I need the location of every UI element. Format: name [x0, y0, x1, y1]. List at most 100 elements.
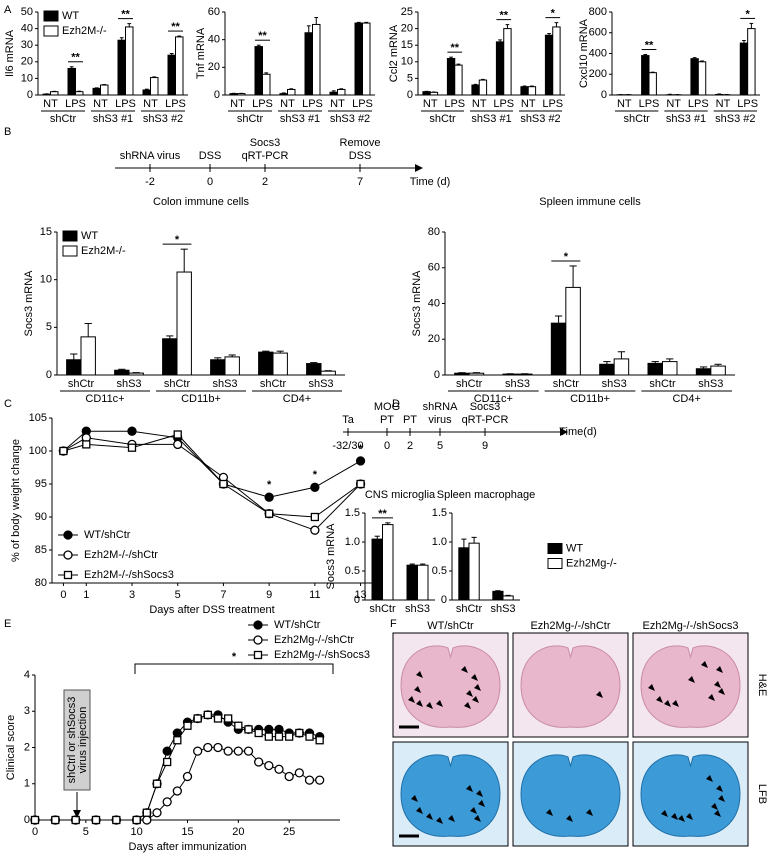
group-label: shS3 #2 — [143, 113, 183, 125]
group-label: shCtr — [237, 113, 264, 125]
bar — [312, 23, 321, 96]
bar — [150, 77, 159, 96]
point — [152, 779, 162, 788]
y-tick-label: 5 — [46, 321, 52, 333]
legend-label: Ezh2Mg-/-/shSocs3 — [274, 649, 370, 661]
x-tick-label: NT — [423, 98, 438, 110]
timeline-day: 9 — [482, 440, 488, 452]
bar — [747, 28, 756, 96]
panel-letter: E — [4, 618, 11, 630]
sig-label: ** — [450, 42, 459, 54]
bar — [337, 88, 346, 96]
bar — [354, 22, 363, 96]
y-tick-label: 1.0 — [345, 536, 360, 548]
arrowhead — [672, 700, 679, 707]
sig-label: * — [564, 251, 569, 263]
bar — [125, 26, 134, 96]
x-tick-label: 13 — [354, 589, 366, 601]
arrowhead — [701, 661, 708, 668]
y-tick-label: 400 — [589, 47, 607, 59]
point — [356, 479, 365, 489]
point — [182, 771, 193, 782]
bar — [92, 87, 101, 96]
bar — [690, 58, 699, 96]
column-title: WT/shCtr — [427, 620, 474, 632]
x-tick-label: LPS — [639, 98, 660, 110]
point — [234, 721, 243, 730]
point — [244, 725, 253, 734]
legend-label: WT/shCtr — [274, 619, 321, 631]
legend-label: Ezh2Mg-/-/shCtr — [274, 634, 354, 646]
x-axis-label: Days after immunization — [129, 841, 247, 853]
bar — [710, 365, 726, 376]
bar — [287, 88, 296, 96]
y-tick-label: 1.5 — [345, 507, 360, 519]
arrowhead — [476, 790, 483, 797]
tissue — [520, 754, 621, 837]
point — [173, 736, 182, 745]
x-tick-label: NT — [93, 98, 108, 110]
bar — [492, 590, 504, 601]
bar — [50, 91, 59, 96]
chart-title: Spleen macrophage — [437, 489, 535, 501]
y-tick-label: 25 — [401, 6, 413, 18]
x-tick-label: shS3 — [308, 378, 333, 390]
point — [142, 808, 151, 817]
point — [203, 742, 213, 753]
bar — [502, 595, 514, 601]
arrowhead — [706, 775, 713, 782]
timeline-event: PT — [380, 414, 394, 426]
row-label: LFB — [756, 784, 768, 804]
legend-label: WT — [81, 230, 98, 242]
timeline-day: 7 — [357, 176, 363, 188]
x-tick-label: 20 — [232, 826, 244, 838]
sig-bracket — [134, 663, 334, 674]
arrowhead — [678, 815, 685, 822]
bar — [503, 28, 512, 96]
timeline-event: PT — [403, 414, 417, 426]
legend-label: Ezh2Mg-/- — [566, 557, 617, 569]
group-label: CD4+ — [283, 393, 311, 405]
timeline-event: shRNA — [423, 401, 459, 413]
bar — [224, 356, 240, 376]
tissue — [400, 645, 501, 728]
x-tick-label: 10 — [131, 826, 143, 838]
point — [132, 815, 141, 825]
sig-label: ** — [71, 52, 80, 64]
point — [193, 746, 203, 756]
point — [274, 764, 284, 774]
x-tick-label: shCtr — [456, 603, 483, 615]
bar — [117, 39, 126, 96]
y-tick-label: 20 — [428, 333, 440, 345]
legend-marker — [253, 650, 263, 660]
group-label: CD11b+ — [181, 393, 221, 405]
y-tick-label: 40 — [208, 34, 220, 46]
group-label: shS3 #2 — [520, 113, 560, 125]
bar — [80, 336, 96, 376]
chart-title: Spleen immune cells — [539, 196, 641, 208]
group-label: CD11b+ — [570, 393, 610, 405]
arrowhead — [408, 696, 415, 703]
arrowhead — [478, 800, 485, 807]
bar — [647, 362, 663, 376]
arrowhead — [471, 674, 478, 681]
legend-marker — [63, 570, 73, 580]
arrowhead — [714, 810, 721, 817]
bar — [648, 72, 657, 96]
x-tick-label: shCtr — [260, 378, 287, 390]
bar — [662, 361, 678, 376]
x-tick-label: LPS — [542, 98, 563, 110]
bar — [382, 524, 394, 601]
point — [310, 482, 320, 492]
timeline-event: Remove — [340, 137, 381, 149]
point — [71, 815, 80, 825]
arrowhead — [708, 694, 715, 701]
x-tick-label: LPS — [352, 98, 373, 110]
timeline-day: 2 — [262, 176, 268, 188]
y-tick-label: 0 — [24, 814, 30, 826]
x-tick-label: 1 — [83, 589, 89, 601]
y-tick-label: 15 — [40, 226, 52, 238]
point — [82, 440, 91, 449]
x-tick-label: NT — [330, 98, 345, 110]
legend-label: WT — [566, 542, 583, 554]
